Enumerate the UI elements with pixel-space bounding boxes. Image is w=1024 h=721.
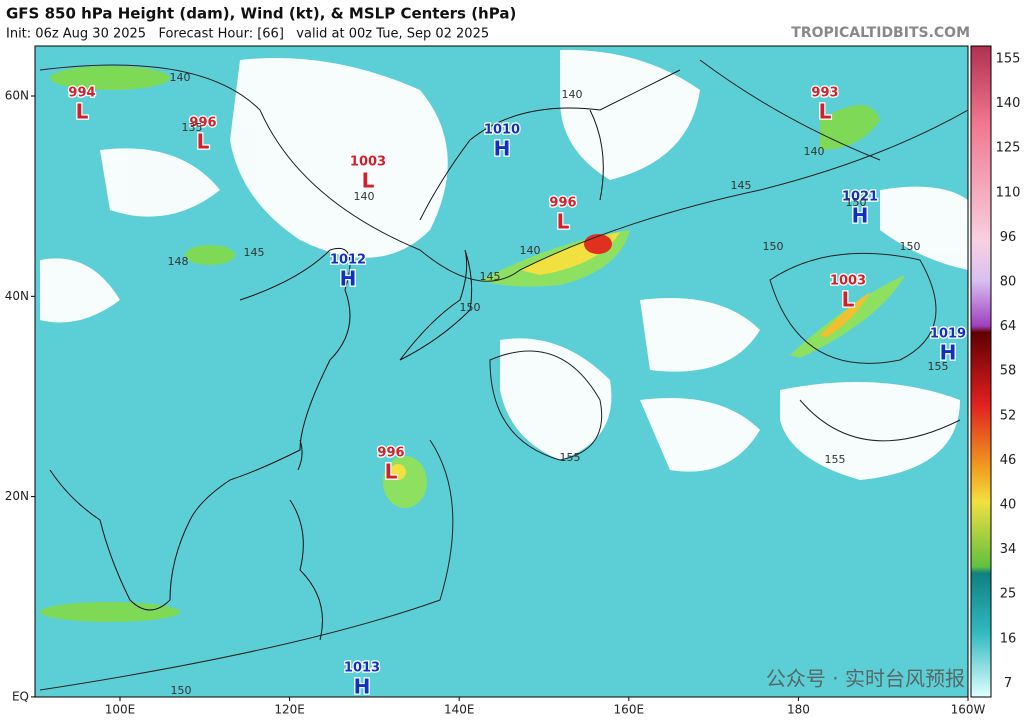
contour-label: 150 (171, 684, 192, 697)
colorbar-label: 7 (1004, 676, 1012, 691)
map (35, 46, 968, 697)
center-pressure: 996 (377, 446, 404, 461)
lon-label: 160W (951, 703, 986, 717)
lon-label: 100E (105, 703, 136, 717)
colorbar-label: 34 (1000, 542, 1017, 557)
colorbar-label: 46 (1000, 453, 1017, 468)
colorbar-label: 110 (996, 185, 1021, 200)
center-pressure: 996 (549, 196, 576, 211)
center-pressure: 994 (68, 86, 95, 101)
lat-label: EQ (12, 689, 29, 703)
colorbar-label: 64 (1000, 319, 1017, 334)
contour-label: 155 (928, 360, 949, 373)
center-letter: L (385, 460, 398, 484)
colorbar-label: 125 (996, 141, 1021, 156)
colorbar-label: 96 (1000, 230, 1017, 245)
lat-label: 60N (5, 89, 29, 103)
colorbar-label: 52 (1000, 408, 1017, 423)
contour-label: 140 (170, 71, 191, 84)
center-letter: L (362, 169, 375, 193)
wechat-watermark: 公众号 · 实时台风预报 (766, 667, 965, 691)
contour-label: 140 (354, 190, 375, 203)
center-pressure: 993 (811, 86, 838, 101)
watermark: TROPICALTIDBITS.COM (791, 25, 970, 41)
subtitle: Init: 06z Aug 30 2025 Forecast Hour: [66… (6, 27, 489, 42)
contour-label: 150 (763, 240, 784, 253)
colorbar-label: 140 (996, 96, 1021, 111)
center-letter: H (340, 267, 357, 291)
colorbar-label: 40 (1000, 498, 1017, 513)
center-pressure: 1010 (484, 123, 520, 138)
map-frame (34, 45, 969, 698)
center-pressure: 1019 (930, 327, 966, 342)
contour-label: 150 (900, 240, 921, 253)
contour-label: 145 (244, 246, 265, 259)
center-letter: H (852, 204, 869, 228)
contour-label: 150 (460, 301, 481, 314)
contour-label: 145 (731, 179, 752, 192)
center-pressure: 996 (189, 116, 216, 131)
colorbar-label: 25 (1000, 587, 1017, 602)
contour-label: 150 (846, 196, 867, 209)
contour-label: 155 (560, 451, 581, 464)
colorbar-label: 80 (1000, 275, 1017, 290)
colorbar-label: 155 (996, 52, 1021, 67)
contour-label: 140 (804, 145, 825, 158)
center-letter: L (842, 288, 855, 312)
contour-label: 145 (480, 270, 501, 283)
center-letter: L (819, 100, 832, 124)
center-letter: H (354, 675, 371, 699)
center-pressure: 1012 (330, 253, 366, 268)
wind-maxima (40, 66, 905, 622)
calm-areas (40, 49, 968, 480)
contour-label: 148 (168, 255, 189, 268)
center-pressure: 1003 (830, 274, 866, 289)
center-letter: L (197, 130, 210, 154)
center-letter: L (76, 100, 89, 124)
contour-label: 135 (182, 121, 203, 134)
center-letter: L (557, 210, 570, 234)
contour-label: 140 (520, 244, 541, 257)
lon-label: 140E (444, 703, 475, 717)
center-letter: H (940, 341, 957, 365)
colorbar (970, 45, 992, 698)
lat-label: 40N (5, 289, 29, 303)
lon-label: 180 (787, 703, 810, 717)
contour-label: 140 (562, 88, 583, 101)
lon-label: 160E (614, 703, 645, 717)
center-letter: H (494, 137, 511, 161)
center-pressure: 1021 (842, 190, 878, 205)
center-pressure: 1003 (350, 155, 386, 170)
coastlines (49, 69, 681, 641)
colorbar-label: 16 (1000, 631, 1017, 646)
lon-label: 120E (274, 703, 305, 717)
colorbar-label: 58 (1000, 364, 1017, 379)
title: GFS 850 hPa Height (dam), Wind (kt), & M… (6, 5, 516, 23)
height-contours (39, 59, 968, 691)
lat-label: 20N (5, 489, 29, 503)
contour-label: 155 (825, 453, 846, 466)
center-pressure: 1013 (344, 661, 380, 676)
